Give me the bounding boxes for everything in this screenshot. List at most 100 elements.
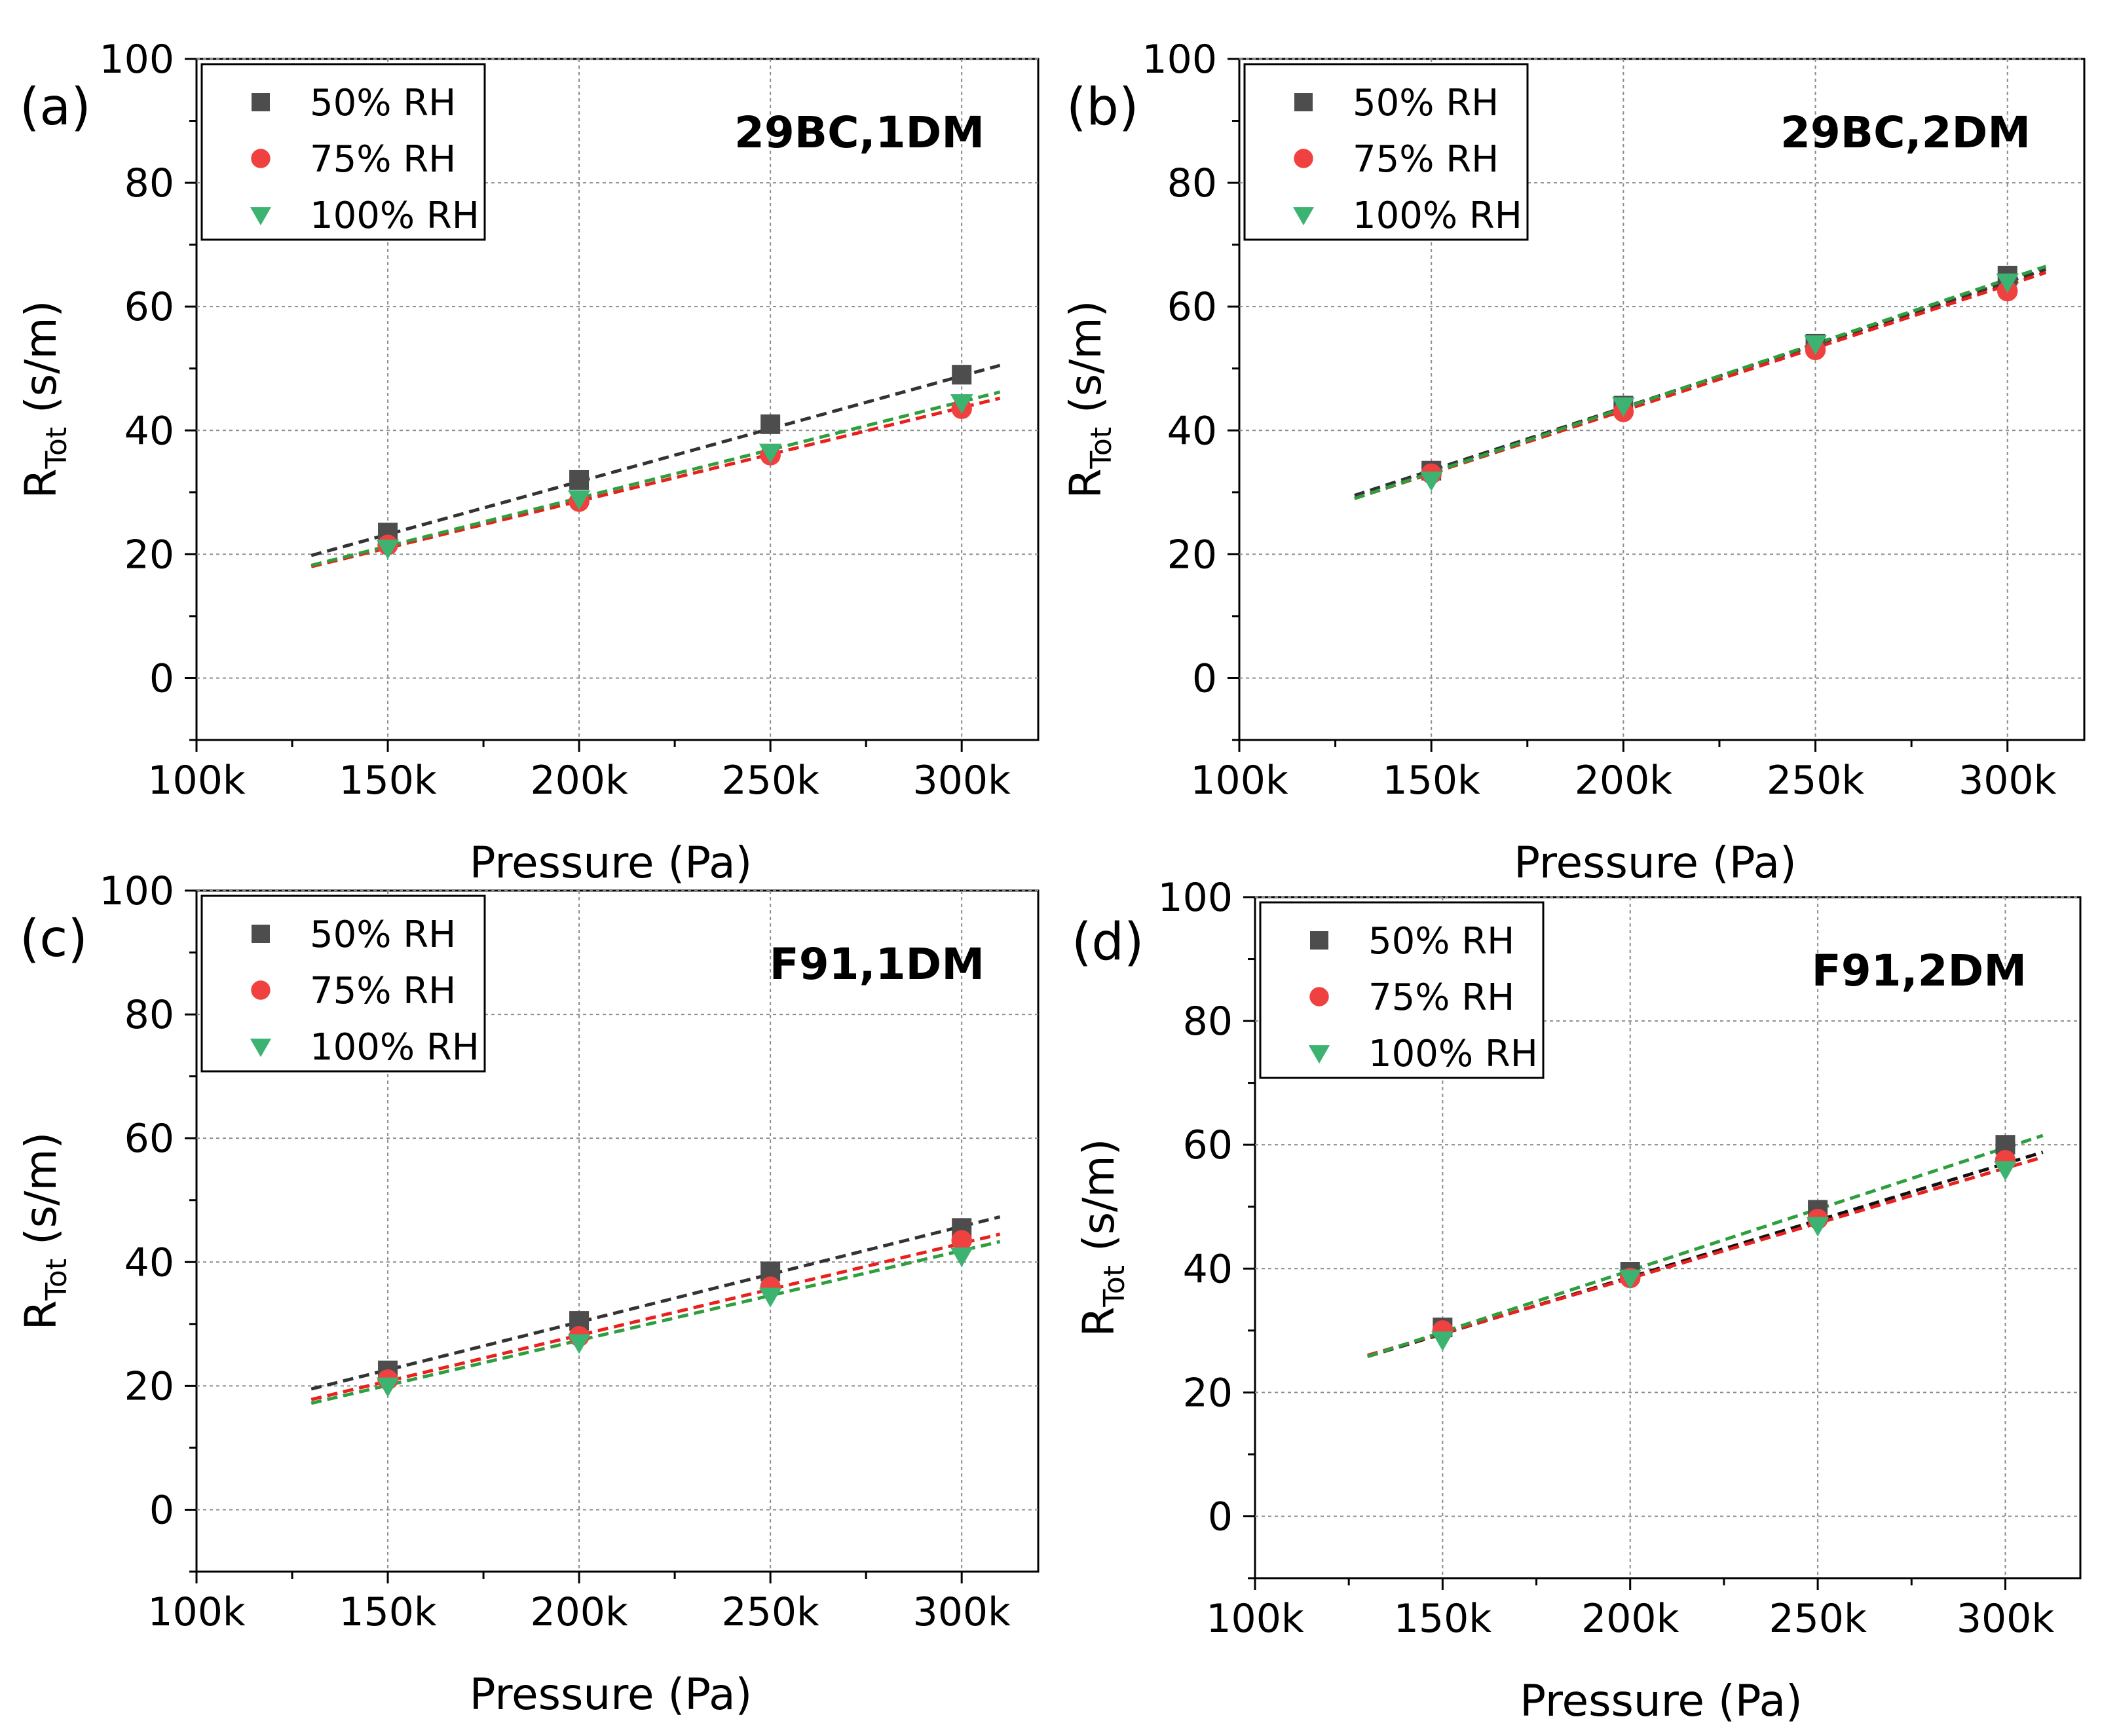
- panel-c-data-point: [376, 1377, 400, 1397]
- panel-c-y-tick-label: 40: [124, 1240, 174, 1285]
- panel-a-y-tick-label: 40: [124, 408, 174, 454]
- panel-b-y-tick-label: 80: [1167, 160, 1217, 206]
- panel-c-legend-label: 75% RH: [310, 970, 456, 1012]
- panel-b-fit-line: [1354, 265, 2047, 500]
- panel-c-y-axis-title: RTot (s/m): [16, 1132, 73, 1331]
- panel-a-x-tick-label: 150k: [339, 758, 437, 803]
- panel-c-data-point: [950, 1247, 973, 1268]
- panel-d-x-tick-label: 300k: [1957, 1596, 2055, 1642]
- panel-a-legend-label: 100% RH: [310, 194, 479, 237]
- panel-a: 100k 150k 200k 250k 300k 0 20 40 60 80 100 Pressure…: [16, 37, 1040, 888]
- panel-a-y-tick-label: 100: [99, 37, 174, 83]
- panel-b-title: 29BC,2DM: [1780, 107, 2031, 158]
- panel-c-fit-line: [310, 1215, 1001, 1391]
- panel-b-legend-marker: [1294, 93, 1313, 111]
- panel-a-x-tick-label: 300k: [913, 758, 1011, 803]
- panel-b-x-axis-title: Pressure (Pa): [1514, 838, 1797, 888]
- panel-d-legend-box: [1259, 901, 1545, 1079]
- panel-b-y-tick-label: 60: [1167, 284, 1217, 330]
- panel-c-label: (c): [20, 910, 88, 969]
- panel-d-x-tick-label: 150k: [1394, 1596, 1492, 1642]
- panel-a-data-point: [567, 490, 591, 510]
- panel-d-legend-label: 75% RH: [1368, 976, 1514, 1019]
- panel-d-legend-label: 100% RH: [1368, 1033, 1538, 1075]
- panel-c-x-tick-label: 300k: [913, 1589, 1011, 1635]
- panel-d-x-tick-label: 100k: [1206, 1596, 1304, 1642]
- panel-a-title: 29BC,1DM: [734, 107, 984, 158]
- panel-c-x-tick-label: 100k: [147, 1589, 246, 1635]
- panel-d-fit-line: [1367, 1134, 2044, 1358]
- panel-c-x-tick-label: 250k: [721, 1589, 819, 1635]
- panel-c-x-tick-label: 200k: [530, 1589, 628, 1635]
- panel-d-y-tick-label: 20: [1183, 1370, 1233, 1416]
- panel-c-legend-marker: [251, 980, 271, 1000]
- panel-c-data-point: [567, 1334, 591, 1354]
- panel-a-legend-marker: [250, 207, 272, 226]
- panel-a-fit-line: [310, 390, 1001, 567]
- panel-c-title: F91,1DM: [770, 939, 984, 989]
- panel-c-data-point: [951, 1230, 972, 1251]
- panel-b-x-tick-label: 100k: [1190, 758, 1288, 803]
- panel-d-data-point: [1431, 1331, 1454, 1352]
- panel-d-x-tick-label: 250k: [1769, 1596, 1867, 1642]
- panel-d-legend-label: 50% RH: [1368, 920, 1514, 963]
- panel-a-x-axis-title: Pressure (Pa): [470, 838, 753, 888]
- panel-d-y-tick-label: 40: [1183, 1246, 1233, 1292]
- panel-a-x-tick-label: 200k: [530, 758, 628, 803]
- panel-a-x-tick-label: 100k: [147, 758, 246, 803]
- panel-a-legend-label: 75% RH: [310, 138, 456, 181]
- panel-b-legend-label: 100% RH: [1353, 194, 1522, 237]
- panel-d-label: (d): [1072, 913, 1144, 972]
- panel-b-x-tick-label: 300k: [1959, 758, 2057, 803]
- panel-a-legend-marker: [251, 149, 271, 168]
- panel-d-x-tick-label: 200k: [1581, 1596, 1679, 1642]
- panel-d-title: F91,2DM: [1812, 946, 2027, 996]
- panel-a-legend: 50% RH 75% RH 100% RH: [200, 63, 486, 241]
- panel-b-data-point: [1419, 471, 1443, 492]
- panel-c-y-tick-label: 100: [99, 868, 174, 914]
- panel-a-data-point: [569, 470, 590, 490]
- panel-c-y-tick-label: 80: [124, 992, 174, 1038]
- panel-d-legend: 50% RH 75% RH 100% RH: [1259, 901, 1545, 1079]
- panel-d-legend-marker: [1309, 987, 1329, 1007]
- panel-a-y-tick-label: 20: [124, 532, 174, 578]
- panel-a-label: (a): [20, 78, 91, 137]
- panel-a-legend-box: [200, 63, 486, 241]
- panel-c-fit-line: [310, 1240, 1001, 1405]
- panel-b-legend-marker: [1294, 149, 1313, 168]
- panel-d-y-tick-label: 80: [1183, 999, 1233, 1044]
- panel-a-y-tick-label: 60: [124, 284, 174, 330]
- panel-b-legend-label: 50% RH: [1353, 82, 1499, 124]
- panel-a-data-point: [760, 414, 781, 434]
- panel-c-legend-box: [200, 895, 486, 1073]
- panel-d-legend-marker: [1308, 1045, 1330, 1064]
- panel-a-y-axis-title: RTot (s/m): [16, 301, 73, 499]
- panel-b-label: (b): [1066, 78, 1138, 137]
- panel-b-y-axis-title: RTot (s/m): [1060, 301, 1118, 499]
- panel-a-fit-line: [310, 396, 1001, 568]
- panel-b-legend-box: [1243, 63, 1529, 241]
- panel-a-data-point: [950, 394, 973, 414]
- panel-c-legend-label: 100% RH: [310, 1026, 479, 1069]
- panel-c-legend: 50% RH 75% RH 100% RH: [200, 895, 486, 1073]
- panel-a-data-point: [376, 540, 400, 560]
- panel-b-data-point: [1804, 335, 1827, 356]
- panel-c-y-tick-label: 0: [149, 1487, 174, 1533]
- panel-b-y-tick-label: 40: [1167, 408, 1217, 454]
- panel-b-y-tick-label: 100: [1142, 37, 1217, 83]
- panel-b-legend-label: 75% RH: [1353, 138, 1499, 181]
- panel-b-x-tick-label: 250k: [1767, 758, 1865, 803]
- panel-b-x-tick-label: 150k: [1383, 758, 1481, 803]
- panel-b-y-tick-label: 20: [1167, 532, 1217, 578]
- panel-b-x-tick-label: 200k: [1575, 758, 1673, 803]
- panel-d-y-tick-label: 60: [1183, 1122, 1233, 1168]
- panel-b-legend: 50% RH 75% RH 100% RH: [1243, 63, 1529, 241]
- panel-a-legend-marker: [252, 93, 270, 111]
- panel-b-legend-marker: [1292, 207, 1315, 226]
- panel-c-x-tick-label: 150k: [339, 1589, 437, 1635]
- panel-a-data-point: [759, 443, 782, 464]
- panel-b-data-point: [1612, 397, 1635, 417]
- panel-a-x-tick-label: 250k: [721, 758, 819, 803]
- panel-d-x-axis-title: Pressure (Pa): [1520, 1676, 1803, 1726]
